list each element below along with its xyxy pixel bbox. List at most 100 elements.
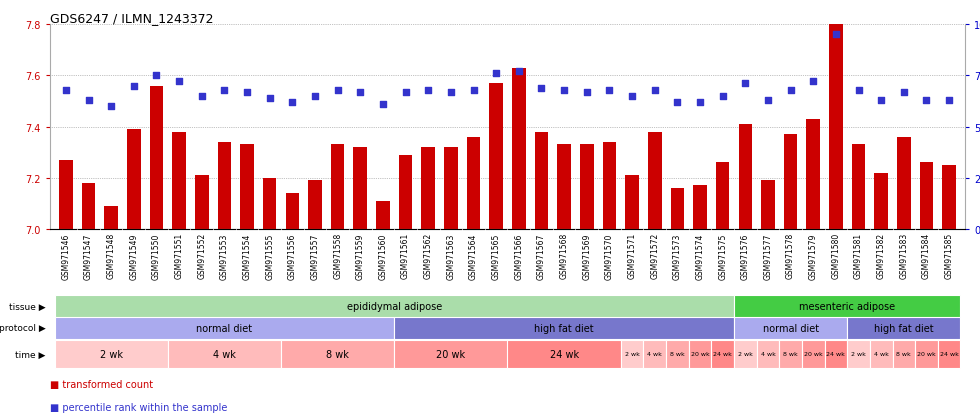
Text: 20 wk: 20 wk: [917, 351, 936, 357]
Text: mesenteric adipose: mesenteric adipose: [799, 301, 896, 311]
Text: GSM971578: GSM971578: [786, 233, 795, 279]
Text: 20 wk: 20 wk: [436, 349, 466, 359]
Bar: [218, 142, 231, 230]
Text: GSM971555: GSM971555: [266, 233, 274, 279]
Text: GSM971584: GSM971584: [922, 233, 931, 279]
Bar: [761, 181, 775, 230]
Text: GSM971550: GSM971550: [152, 233, 161, 279]
Point: [80, 97, 96, 104]
Point: [217, 87, 232, 94]
Bar: [802, 340, 824, 368]
Point: [307, 93, 322, 100]
Text: GSM971560: GSM971560: [378, 233, 387, 279]
Point: [398, 89, 414, 96]
Bar: [603, 142, 616, 230]
Bar: [399, 155, 413, 230]
Point: [647, 87, 662, 94]
Point: [828, 32, 844, 38]
Bar: [852, 145, 865, 230]
Bar: [354, 147, 368, 230]
Bar: [670, 189, 684, 230]
Point: [103, 103, 119, 110]
Bar: [919, 163, 933, 230]
Text: 24 wk: 24 wk: [940, 351, 958, 357]
Bar: [55, 296, 734, 317]
Bar: [893, 340, 915, 368]
Point: [783, 87, 799, 94]
Point: [534, 85, 550, 92]
Point: [262, 95, 277, 102]
Bar: [779, 340, 802, 368]
Bar: [943, 166, 956, 230]
Text: GSM971559: GSM971559: [356, 233, 365, 279]
Point: [896, 89, 911, 96]
Bar: [938, 340, 960, 368]
Point: [669, 100, 685, 106]
Bar: [848, 340, 870, 368]
Bar: [915, 340, 938, 368]
Text: GSM971581: GSM971581: [854, 233, 863, 279]
Point: [511, 69, 526, 75]
Text: GSM971575: GSM971575: [718, 233, 727, 279]
Bar: [489, 84, 503, 230]
Text: GSM971572: GSM971572: [650, 233, 660, 279]
Text: GSM971554: GSM971554: [242, 233, 252, 279]
Bar: [734, 340, 757, 368]
Point: [692, 100, 708, 106]
Text: GSM971563: GSM971563: [446, 233, 456, 279]
Text: GSM971565: GSM971565: [492, 233, 501, 279]
Bar: [59, 160, 73, 230]
Bar: [466, 138, 480, 230]
Bar: [734, 318, 848, 339]
Point: [149, 73, 165, 79]
Bar: [689, 340, 711, 368]
Bar: [444, 147, 458, 230]
Text: GSM971576: GSM971576: [741, 233, 750, 279]
Bar: [81, 183, 95, 230]
Bar: [394, 318, 734, 339]
Text: 8 wk: 8 wk: [783, 351, 798, 357]
Bar: [648, 132, 662, 230]
Point: [942, 97, 957, 104]
Text: GSM971556: GSM971556: [288, 233, 297, 279]
Text: 8 wk: 8 wk: [670, 351, 685, 357]
Text: GSM971585: GSM971585: [945, 233, 954, 279]
Text: GSM971583: GSM971583: [900, 233, 908, 279]
Text: 24 wk: 24 wk: [826, 351, 846, 357]
Bar: [644, 340, 666, 368]
Text: 2 wk: 2 wk: [851, 351, 866, 357]
Bar: [195, 176, 209, 230]
Bar: [807, 119, 820, 230]
Text: 24 wk: 24 wk: [550, 349, 578, 359]
Point: [375, 102, 391, 108]
Text: GSM971573: GSM971573: [673, 233, 682, 279]
Bar: [172, 132, 186, 230]
Point: [557, 87, 572, 94]
Text: GSM971551: GSM971551: [174, 233, 183, 279]
Text: 24 wk: 24 wk: [713, 351, 732, 357]
Bar: [512, 69, 525, 230]
Bar: [104, 206, 118, 230]
Bar: [870, 340, 893, 368]
Text: 20 wk: 20 wk: [804, 351, 822, 357]
Bar: [874, 173, 888, 230]
Point: [284, 100, 300, 106]
Text: high fat diet: high fat diet: [874, 323, 934, 333]
Text: GSM971569: GSM971569: [582, 233, 591, 279]
Text: GSM971568: GSM971568: [560, 233, 568, 279]
Bar: [240, 145, 254, 230]
Text: GSM971570: GSM971570: [605, 233, 613, 279]
Bar: [693, 186, 707, 230]
Text: ■ percentile rank within the sample: ■ percentile rank within the sample: [50, 402, 227, 412]
Text: GSM971547: GSM971547: [84, 233, 93, 279]
Text: GSM971552: GSM971552: [197, 233, 206, 279]
Text: tissue ▶: tissue ▶: [9, 302, 46, 311]
Bar: [421, 147, 435, 230]
Text: GSM971574: GSM971574: [696, 233, 705, 279]
Text: protocol ▶: protocol ▶: [0, 324, 46, 333]
Text: GSM971582: GSM971582: [877, 233, 886, 279]
Text: 4 wk: 4 wk: [760, 351, 775, 357]
Text: high fat diet: high fat diet: [534, 323, 594, 333]
Text: GSM971546: GSM971546: [62, 233, 71, 279]
Point: [172, 79, 187, 85]
